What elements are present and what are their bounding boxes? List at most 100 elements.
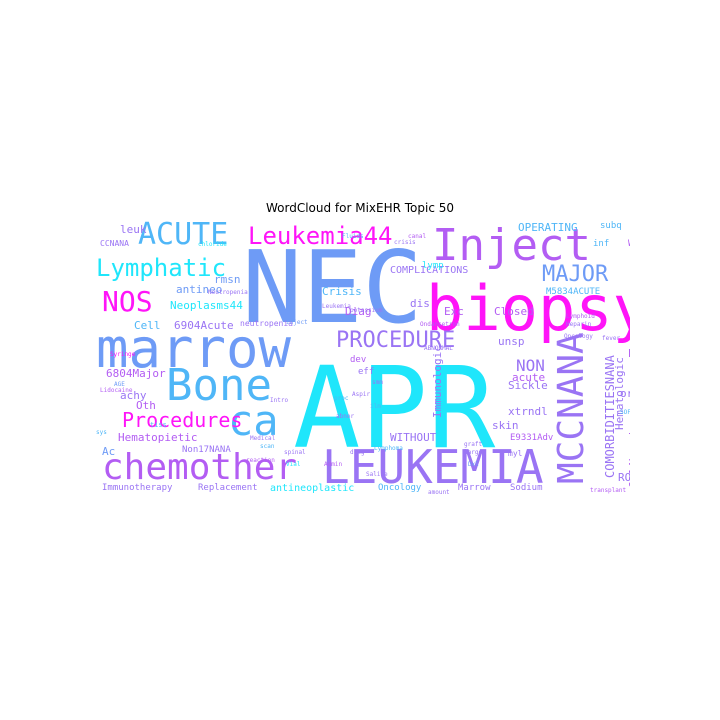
word-sickle: Sickle: [508, 379, 548, 392]
word-xtrndl: xtrndl: [508, 405, 548, 418]
word-e9331adv: E9331Adv: [510, 433, 554, 443]
word-achy: achy: [120, 389, 147, 402]
word-chloride: chloride: [198, 241, 227, 248]
word-diag: Diag: [345, 305, 372, 318]
word-antineoplastic: antineoplastic: [270, 483, 355, 494]
word-chemother: chemother: [102, 447, 298, 488]
word-spinal: spinal: [284, 449, 306, 456]
word-dev: dev: [350, 355, 367, 365]
word-leuk: leuk: [120, 223, 147, 236]
word-6804major: 6804Major: [106, 367, 166, 380]
word-leukemia: LEUKEMIA: [322, 440, 544, 494]
word-nec: NEC: [242, 229, 423, 346]
word-marrow-small: Marrow: [458, 483, 491, 493]
word-leukemia44: Leukemia44: [248, 222, 393, 250]
word-neutropenia: neutropenia: [240, 319, 293, 328]
word-intro: Intro: [270, 397, 289, 404]
word-6904acute: 6904Acute: [174, 319, 234, 332]
word-oth: Oth: [136, 399, 156, 412]
word-sodium: Sodium: [510, 483, 543, 493]
word-ondansetron: Ondansetron: [420, 321, 460, 328]
word-sys: sys: [96, 429, 107, 436]
word-skin: skin: [492, 419, 519, 432]
word-org: org: [620, 387, 630, 400]
word-operating: OPERATING: [518, 221, 578, 234]
word-non: NON: [516, 356, 545, 375]
word-biopsy: biopsy: [426, 272, 630, 345]
word-ccnana: CCNANA: [100, 239, 129, 248]
word-canal: canal: [408, 233, 427, 240]
word-medical: Medical: [250, 435, 276, 442]
word-inf: inf: [593, 239, 610, 249]
word-ilm: ilm: [370, 403, 381, 410]
word-tiss: tiss: [150, 421, 167, 429]
word-proc: proc: [334, 395, 349, 402]
word-closed: Closed: [494, 305, 534, 318]
word-major: MAJOR: [542, 262, 609, 287]
word-wo: WO: [628, 240, 630, 249]
word-ac: Ac: [102, 445, 116, 458]
word-apr: APR: [293, 344, 496, 474]
word-procedures: Procedures: [122, 408, 243, 432]
word-lymphoma: Lymphoma: [374, 445, 403, 452]
word-lymphatic: Lymphatic: [96, 254, 227, 282]
word-rmsn: rmsn: [214, 273, 241, 286]
word-acute: ACUTE: [138, 218, 229, 252]
word-dxl: Dxl: [468, 461, 479, 468]
word-procedure: PROCEDURE: [336, 328, 456, 353]
word-admin: Admin: [324, 461, 343, 468]
word-transplant: transplant: [590, 487, 627, 494]
word-bone: Bone: [166, 360, 272, 411]
word-potassium: potassium: [350, 307, 383, 314]
word-nos: NOS: [102, 285, 153, 318]
word-immunologic: Immunologic: [431, 345, 444, 418]
word-immunotherapy: Immunotherapy: [102, 483, 173, 493]
word-amount: amount: [428, 489, 450, 496]
word-myl: myl: [508, 449, 523, 458]
word-aspir: Aspir: [352, 391, 371, 398]
word-dis: dis: [410, 297, 430, 310]
word-oncology-small: Oncology: [564, 333, 593, 340]
word-neutropenia-small: Neutropenia: [208, 289, 248, 296]
word-crisis: Crisis: [322, 285, 362, 298]
word-lymphoid: Lymphoid: [566, 313, 595, 320]
word-replacement: Replacement: [198, 483, 258, 493]
word-complications: COMPLICATIONS: [390, 265, 469, 276]
word-exc: Exc: [444, 305, 464, 318]
word-eff: eff: [358, 367, 375, 377]
word-room: ROOM: [618, 471, 630, 484]
word-leukemia-small: Leukemia: [322, 303, 351, 310]
word-hematopietic: Hematopietic: [118, 431, 198, 444]
word-mccnana: MCCNANA: [551, 332, 592, 484]
word-subq: subq: [600, 221, 622, 231]
word-graft: graft: [464, 441, 483, 448]
word-ca: ca: [228, 396, 279, 445]
word-bx: bx: [628, 348, 630, 359]
chart-title: WordCloud for MixEHR Topic 50: [265, 201, 455, 215]
word-m5834acute: M5834ACUTE: [546, 287, 601, 297]
word-abnor: abnor: [336, 413, 355, 420]
word-non17nana: Non17NANA: [182, 445, 231, 455]
word-vial: Vial: [286, 461, 301, 468]
word-age: AGE: [114, 381, 125, 388]
word-reaction: reaction: [246, 457, 275, 464]
word-antineo: antineo: [176, 283, 223, 296]
word-lidocaine: Lidocaine: [100, 387, 133, 394]
word-abnormal: ABNORMAL: [424, 345, 453, 352]
word-acute-small: acute: [512, 371, 546, 384]
word-without: WITHOUT: [390, 431, 437, 444]
word-inject: Inject: [432, 220, 591, 271]
word-saline: Saline: [366, 471, 388, 478]
word-crisis-small: crisis: [394, 239, 416, 246]
word-inject-small: inject: [286, 319, 308, 326]
word-heparin: Heparin: [566, 321, 592, 328]
word-smm: smm: [372, 379, 383, 386]
word-cloud: APR NEC biopsy marrow Inject Bone ca che…: [90, 218, 630, 500]
word-drug: drug: [350, 449, 365, 456]
word-fluids: Fluids: [342, 233, 364, 240]
word-scan: scan: [260, 443, 275, 450]
word-neoplasms44: Neoplasms44: [170, 299, 243, 312]
word-marrow: marrow: [96, 317, 292, 380]
word-large: large: [464, 449, 483, 456]
word-syringe: Syringe: [110, 351, 136, 358]
